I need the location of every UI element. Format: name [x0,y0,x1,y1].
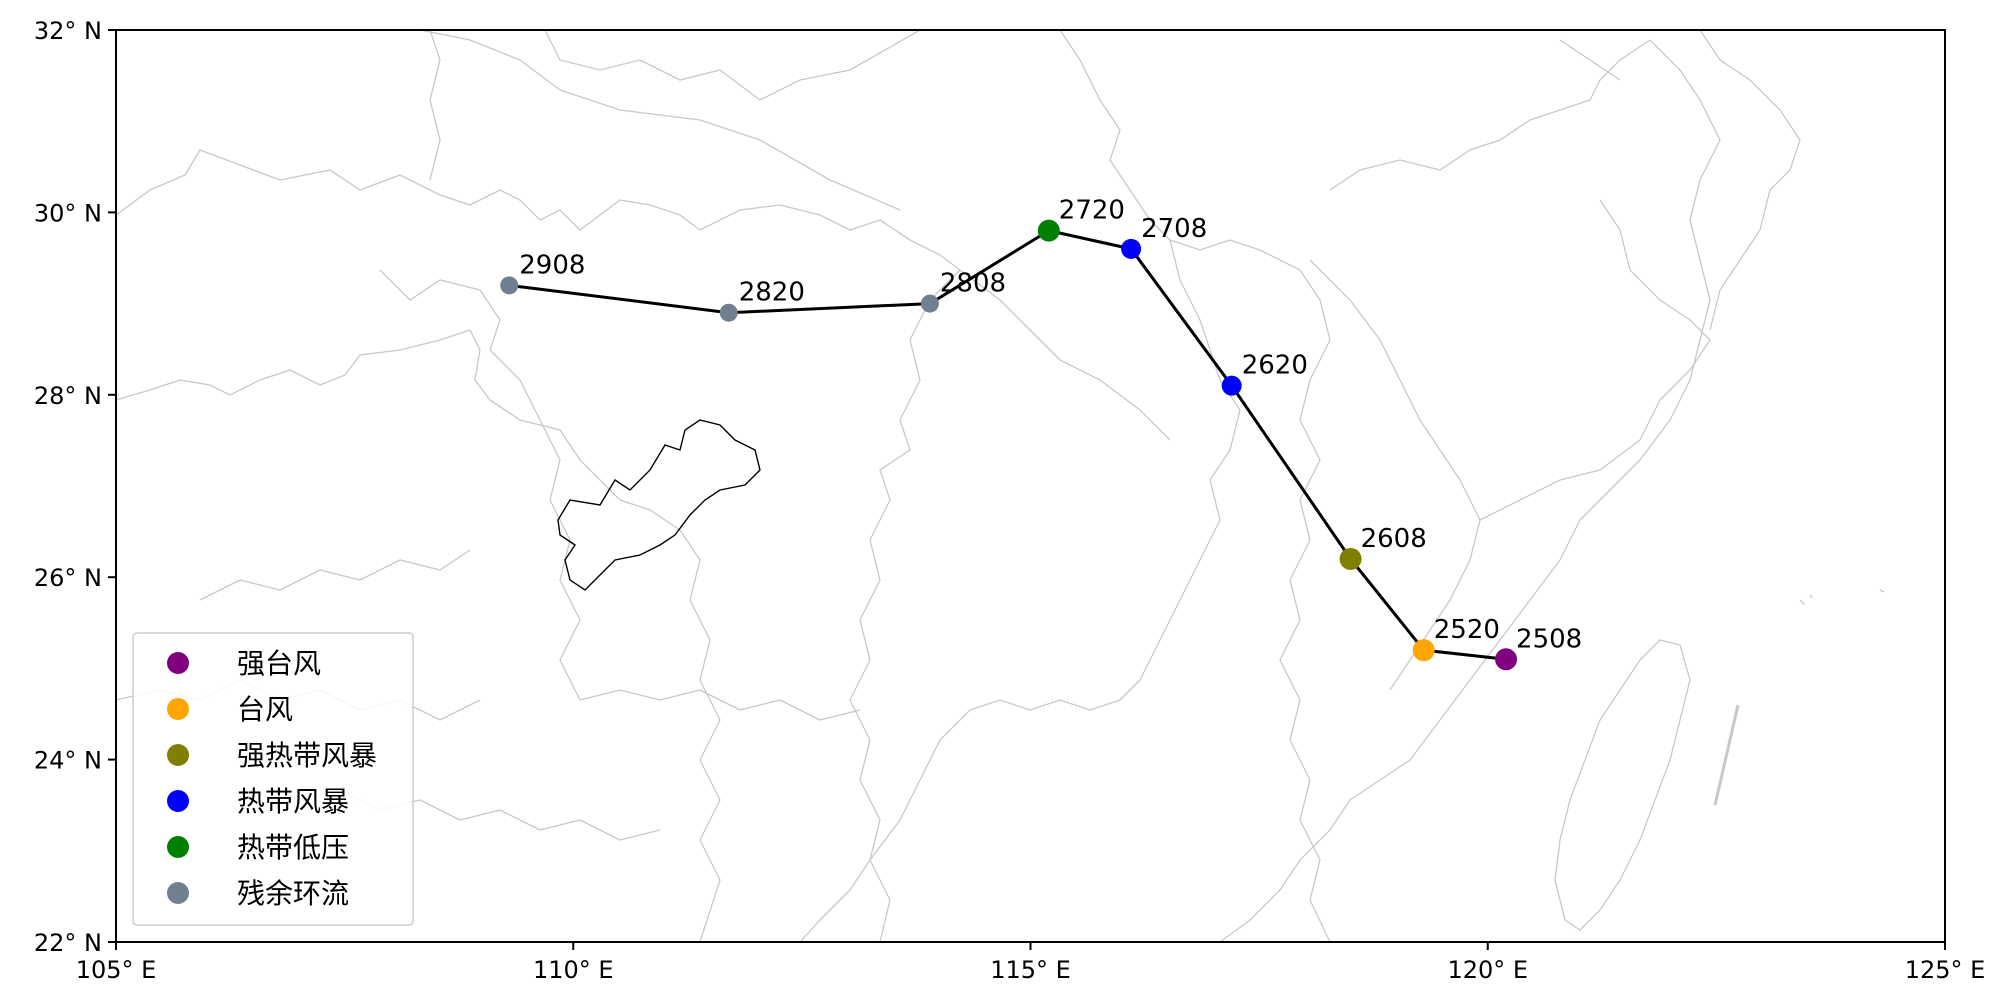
track-point-2808 [920,294,939,313]
track-point-label: 2608 [1361,524,1427,554]
highlighted-region-outline [557,419,761,591]
x-tick-label: 120° E [1447,956,1528,984]
track-point-label: 2808 [940,269,1006,299]
track-point-label: 2908 [519,250,585,280]
track-point-2908 [500,276,519,295]
x-axis: 105° E 110° E 115° E 120° E 125° E [76,942,1986,984]
track-point-2620 [1221,375,1242,396]
legend-marker [167,744,189,766]
legend-marker [167,836,189,858]
track-point-2508 [1495,648,1518,671]
legend-label: 强台风 [237,647,321,680]
track-point-label: 2508 [1516,624,1582,654]
legend-marker [167,882,189,904]
y-axis: 22° N 24° N 26° N 28° N 30° N 32° N [34,17,116,957]
track-point-label: 2520 [1434,615,1500,645]
track-point-2708 [1121,238,1142,259]
track-point-label: 2820 [739,278,805,308]
legend-marker [167,652,189,674]
legend-label: 台风 [237,693,293,726]
x-tick-label: 110° E [533,956,614,984]
track-point-2720 [1037,219,1060,242]
typhoon-track: 2508 2520 2608 2620 2708 2720 2808 2820 2908 [500,196,1582,671]
track-point-label: 2620 [1242,351,1308,381]
x-tick-label: 125° E [1905,956,1986,984]
legend-marker [167,790,189,812]
track-point-2820 [719,303,738,322]
legend-box [132,632,414,926]
legend-label: 热带风暴 [237,785,349,818]
track-point-label: 2708 [1141,214,1207,244]
track-point-2608 [1339,547,1362,570]
legend-label: 热带低压 [237,831,349,864]
x-tick-label: 105° E [76,956,157,984]
track-point-2520 [1412,639,1435,662]
y-tick-label: 30° N [34,199,102,227]
legend-marker [167,698,189,720]
y-tick-label: 28° N [34,382,102,410]
y-tick-label: 26° N [34,564,102,592]
y-tick-label: 32° N [34,17,102,45]
y-tick-label: 22° N [34,929,102,957]
legend-label: 强热带风暴 [237,739,377,772]
x-tick-label: 115° E [990,956,1071,984]
track-point-label: 2720 [1059,196,1125,226]
y-tick-label: 24° N [34,747,102,775]
legend-label: 残余环流 [237,877,349,910]
